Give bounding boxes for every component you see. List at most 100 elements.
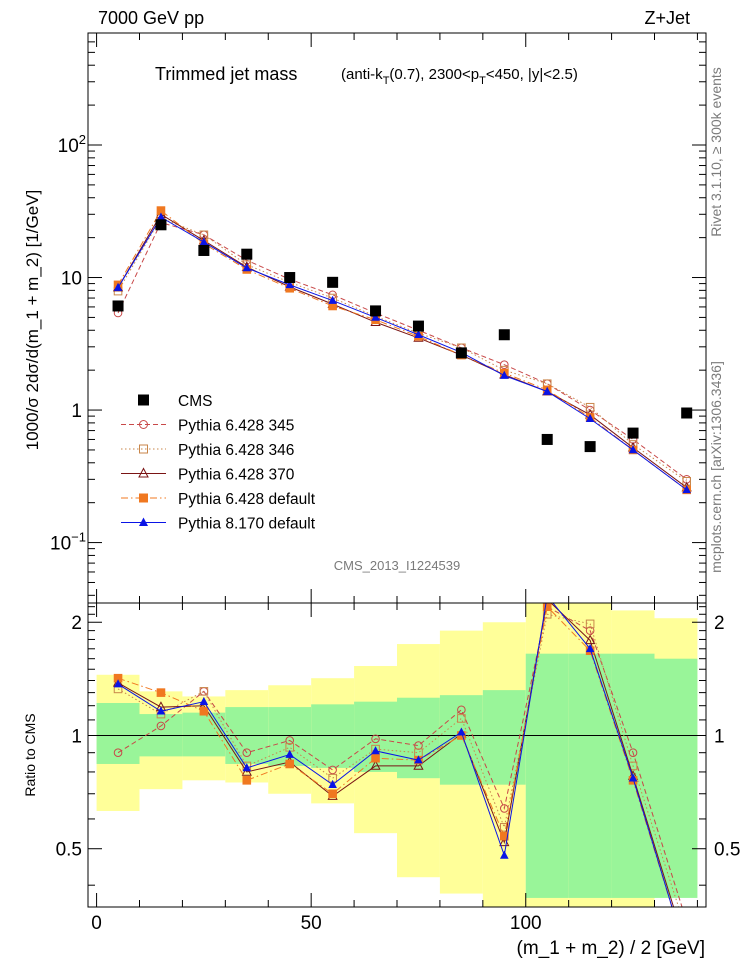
data-point bbox=[138, 394, 149, 406]
ratio-y-tick-label: 0.5 bbox=[56, 840, 82, 861]
ratio-y-tick-label-right: 0.5 bbox=[714, 840, 740, 861]
ratio-panel: 0.5 0.5 1 1 2 2 0 50 100 bbox=[56, 591, 740, 936]
data-point bbox=[155, 219, 167, 231]
data-point bbox=[541, 433, 553, 445]
data-point bbox=[455, 347, 467, 359]
header-right: Z+Jet bbox=[644, 8, 690, 28]
data-point bbox=[585, 626, 595, 635]
data-point bbox=[682, 485, 691, 494]
data-point bbox=[584, 634, 596, 645]
ratio-y-tick-label: 2 bbox=[71, 613, 82, 634]
legend-entry: Pythia 8.170 default bbox=[121, 516, 316, 533]
data-point bbox=[370, 305, 382, 317]
data-point bbox=[412, 320, 424, 332]
ratio-y-tick-label: 1 bbox=[71, 726, 82, 747]
data-point bbox=[499, 370, 509, 379]
data-point bbox=[585, 413, 595, 423]
legend-entry: Pythia 6.428 default bbox=[121, 491, 316, 508]
legend-label: Pythia 6.428 370 bbox=[178, 467, 295, 484]
data-point bbox=[285, 280, 295, 289]
data-point bbox=[682, 476, 691, 486]
series-line bbox=[117, 209, 687, 491]
data-point bbox=[156, 212, 166, 221]
data-point bbox=[371, 746, 380, 755]
data-point bbox=[371, 312, 380, 321]
legend-entry: Pythia 6.428 370 bbox=[121, 467, 295, 484]
data-point bbox=[413, 760, 424, 770]
legend-entry: CMS bbox=[138, 393, 212, 410]
header-left: 7000 GeV pp bbox=[98, 8, 204, 28]
series-line bbox=[117, 605, 673, 907]
x-tick-label: 0 bbox=[91, 913, 102, 934]
inner-band-bin bbox=[96, 702, 140, 764]
data-point bbox=[328, 301, 337, 311]
data-point bbox=[371, 734, 380, 744]
analysis-watermark: CMS_2013_I1224539 bbox=[334, 558, 461, 573]
data-point bbox=[457, 714, 466, 723]
data-point bbox=[328, 779, 337, 788]
data-point bbox=[139, 420, 148, 429]
series-line bbox=[117, 603, 673, 907]
series-line bbox=[117, 217, 687, 482]
legend-label: Pythia 6.428 346 bbox=[178, 442, 294, 459]
data-point bbox=[285, 759, 295, 769]
data-point bbox=[499, 850, 509, 859]
data-point bbox=[138, 467, 149, 478]
data-point bbox=[199, 237, 209, 246]
data-point bbox=[284, 272, 296, 284]
plot-subtitle: (anti-kT(0.7), 2300<pT<450, |y|<2.5) bbox=[341, 66, 578, 87]
uncertainty-bands bbox=[96, 603, 698, 907]
data-point bbox=[139, 517, 148, 526]
y-tick-label: 10 bbox=[61, 269, 82, 290]
data-point bbox=[139, 444, 148, 454]
data-point bbox=[198, 244, 210, 256]
data-point bbox=[285, 749, 295, 758]
data-point bbox=[242, 763, 252, 772]
data-point bbox=[327, 276, 339, 288]
data-point bbox=[414, 329, 423, 339]
data-point bbox=[156, 721, 166, 731]
data-point bbox=[499, 831, 509, 841]
y-tick-label: 10−1 bbox=[50, 530, 86, 555]
data-point bbox=[683, 928, 691, 936]
data-point bbox=[585, 643, 595, 653]
inner-band-bin bbox=[654, 658, 698, 898]
legend-entry: Pythia 6.428 346 bbox=[121, 442, 294, 459]
data-point bbox=[242, 776, 252, 785]
data-point bbox=[156, 206, 166, 215]
data-point bbox=[543, 591, 552, 599]
data-point bbox=[499, 360, 509, 369]
data-point bbox=[628, 773, 638, 782]
data-point bbox=[139, 493, 148, 503]
series-cms bbox=[112, 219, 693, 453]
legend-label: Pythia 8.170 default bbox=[178, 516, 316, 533]
data-point bbox=[457, 727, 466, 736]
data-point bbox=[499, 823, 509, 832]
data-point bbox=[584, 441, 596, 453]
data-point bbox=[113, 673, 123, 683]
mcplots-label: mcplots.cern.ch [arXiv:1306.3436] bbox=[708, 361, 724, 573]
legend-label: CMS bbox=[178, 393, 212, 410]
plot-title: Trimmed jet mass bbox=[155, 64, 297, 84]
data-point bbox=[542, 603, 552, 611]
data-point bbox=[371, 753, 380, 763]
data-point bbox=[499, 804, 509, 813]
series-line bbox=[117, 221, 687, 480]
data-point bbox=[113, 748, 123, 757]
data-point bbox=[156, 706, 166, 715]
data-point bbox=[285, 736, 295, 745]
data-point bbox=[112, 300, 124, 312]
legend-label: Pythia 6.428 345 bbox=[178, 418, 294, 435]
data-point bbox=[113, 282, 123, 291]
inner-band-bin bbox=[311, 704, 355, 768]
data-point bbox=[683, 918, 691, 926]
main-y-axis-label: 1000/σ 2dσ/d(m_1 + m_2) [1/GeV] bbox=[23, 190, 42, 451]
data-point bbox=[370, 760, 381, 770]
x-axis-label: (m_1 + m_2) / 2 [GeV] bbox=[517, 938, 706, 959]
series-line bbox=[117, 603, 675, 907]
legend: CMS Pythia 6.428 345 Pythia 6.428 346 Pythi… bbox=[121, 393, 316, 533]
data-point bbox=[628, 445, 638, 454]
main-panel: 10−1 1 10 102 bbox=[50, 32, 707, 907]
data-point bbox=[627, 427, 639, 439]
